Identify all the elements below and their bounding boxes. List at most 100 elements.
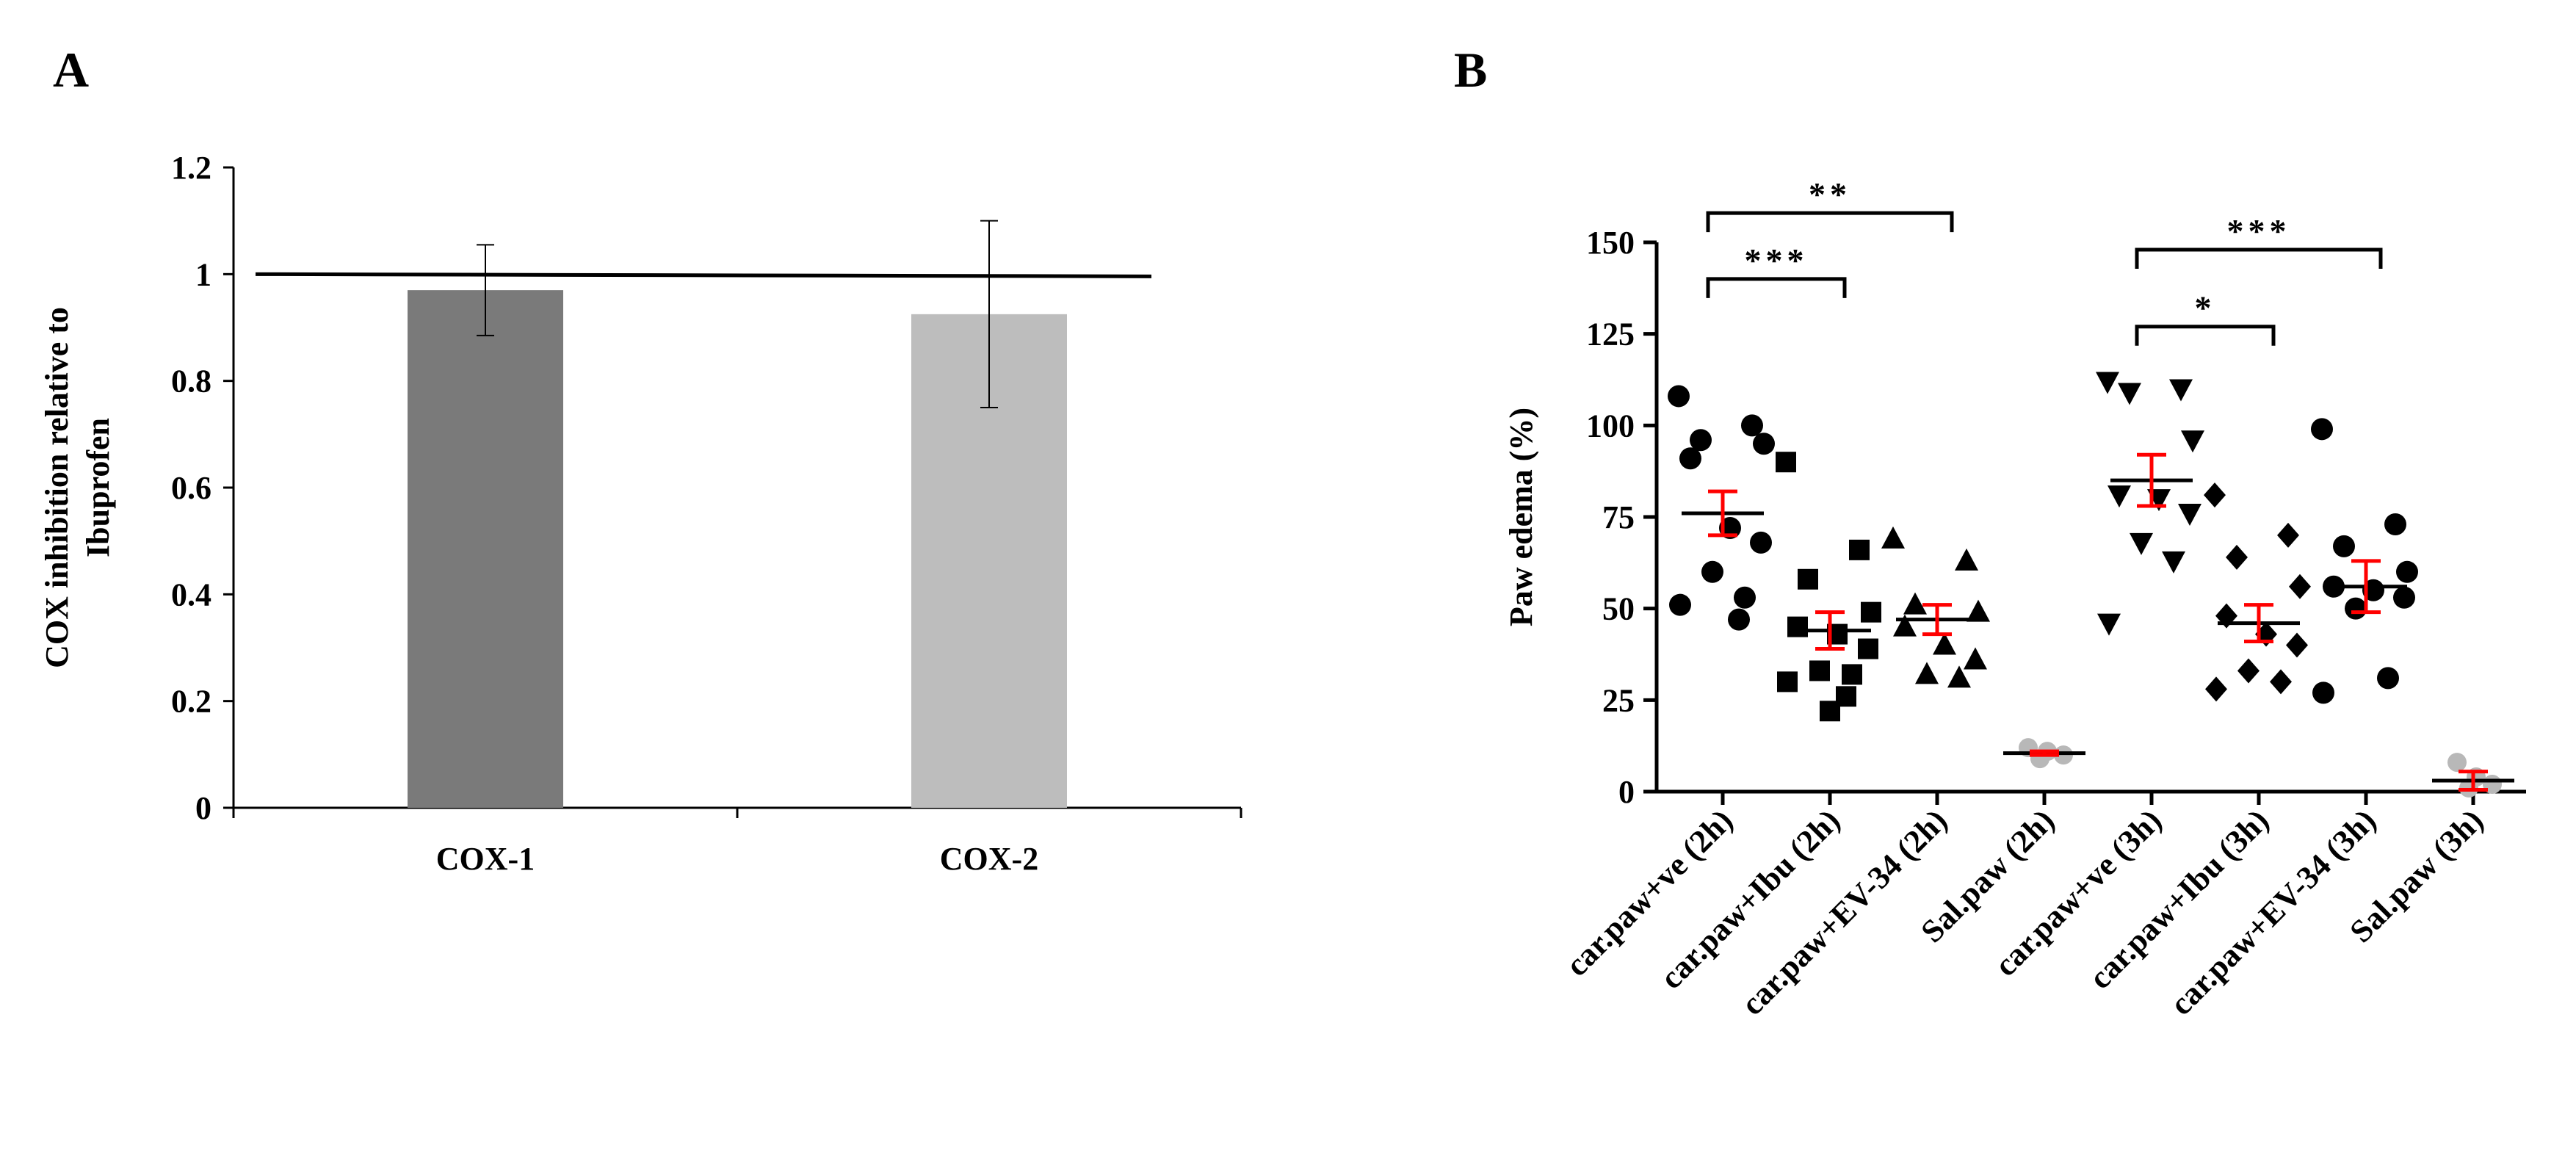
panel-b-y-tick-label: 75 [1602, 499, 1635, 535]
data-point [1690, 429, 1712, 452]
data-point [2226, 544, 2248, 570]
panel-b-y-tick-label: 0 [1618, 774, 1635, 810]
data-point [2377, 667, 2399, 690]
panel-a-y-ticks: 0 0.2 0.4 0.6 0.8 1 1.2 [171, 150, 234, 826]
panel-b-y-tick-label: 150 [1586, 225, 1635, 261]
data-point [1777, 671, 1798, 692]
data-point [1881, 526, 1905, 549]
panel-a-chart: 0 0.2 0.4 0.6 0.8 1 1.2 COX-1 COX-2 COX inhibit… [39, 150, 1242, 877]
significance-bracket [2135, 247, 2383, 269]
panel-a-category-label: COX-1 [436, 841, 535, 877]
data-point [1955, 548, 1978, 571]
data-point [1842, 664, 1862, 685]
panel-b-category-label: car.paw+Ibu (2h) [1653, 802, 1847, 996]
panel-a-y-axis-title-line2: Ibuprofen [80, 418, 116, 557]
significance-label: * [2195, 289, 2216, 327]
data-point [1967, 599, 1990, 622]
data-point [1820, 701, 1840, 722]
panel-a-x-ticks [232, 808, 1242, 818]
significance-label: *** [1745, 242, 1809, 279]
panel-b-y-ticks: 0 25 50 75 100 125 150 [1586, 225, 1657, 810]
panel-a-bars [408, 290, 1067, 809]
data-point [2181, 430, 2204, 453]
data-point [2118, 383, 2141, 405]
data-point [2333, 535, 2355, 557]
panel-a-reference-line [255, 272, 1152, 278]
data-point [1741, 414, 1763, 437]
significance-bracket [2135, 325, 2276, 346]
panel-a-y-tick-label: 0.8 [171, 364, 211, 399]
data-point [2097, 613, 2121, 636]
data-point [1915, 662, 1939, 684]
data-point [1903, 592, 1927, 615]
data-point [2237, 658, 2260, 684]
panel-a-y-tick-label: 1.2 [171, 150, 211, 186]
data-point [1893, 614, 1917, 637]
data-point [2447, 753, 2467, 773]
data-point [2130, 532, 2153, 555]
panel-a-y-tick-label: 0.4 [171, 576, 211, 612]
data-point [2277, 522, 2299, 548]
panel-b-x-ticks [1721, 792, 2475, 805]
data-point [1849, 539, 1870, 560]
panel-b-y-axis-title: Paw edema (%) [1503, 408, 1539, 626]
data-point [2178, 504, 2201, 527]
panel-a-y-tick-label: 0 [195, 790, 211, 826]
data-point [2169, 379, 2193, 402]
data-point [1787, 616, 1808, 637]
panel-a-bar-cox-1 [408, 290, 563, 809]
data-point [2345, 597, 2367, 620]
panel-a-letter: A [53, 42, 89, 98]
data-point [1669, 593, 1691, 616]
significance-bracket [1706, 211, 1954, 233]
panel-b-category-label: car.paw+EV-34 (3h) [2163, 802, 2384, 1022]
data-point [2286, 632, 2308, 658]
data-point [2270, 669, 2292, 695]
data-point [1701, 560, 1723, 583]
panel-a-category-label: COX-2 [940, 841, 1038, 877]
panel-a-y-axis-title-line1: COX inhibition relative to [39, 307, 75, 668]
data-point [2108, 485, 2131, 508]
panel-b-y-tick-label: 50 [1602, 591, 1635, 627]
data-point [1776, 452, 1796, 473]
data-point [2393, 586, 2415, 609]
data-point [2096, 372, 2119, 394]
data-point [1861, 601, 1881, 623]
data-point [2204, 482, 2226, 508]
panel-a-error-bars [477, 220, 998, 408]
panel-b-y-tick-label: 125 [1586, 317, 1635, 352]
data-point [1734, 586, 1756, 609]
panel-b-y-tick-label: 25 [1602, 682, 1635, 718]
panel-b-mean-sem [1682, 452, 2514, 792]
significance-label: *** [2227, 212, 2291, 250]
panel-a-category-labels: COX-1 COX-2 [436, 841, 1038, 877]
data-point [1750, 531, 1772, 554]
data-point [2205, 676, 2227, 702]
panel-b-letter: B [1454, 42, 1487, 98]
panel-b-category-label: car.paw+EV-34 (2h) [1734, 802, 1955, 1022]
significance-label: ** [1809, 176, 1851, 213]
significance-bracket [1706, 277, 1847, 298]
data-point [2311, 418, 2333, 441]
data-point [1798, 568, 1818, 590]
data-point [1679, 447, 1701, 470]
data-point [1933, 632, 1956, 655]
panel-b-category-labels: car.paw+ve (2h)car.paw+Ibu (2h)car.paw+E… [1559, 802, 2491, 1022]
panel-a-y-tick-label: 0.6 [171, 470, 211, 506]
data-point [1668, 385, 1690, 408]
data-point [2162, 551, 2185, 574]
data-point [1809, 660, 1830, 681]
data-point [1728, 608, 1750, 631]
panel-a-y-tick-label: 0.2 [171, 684, 211, 720]
data-point [1858, 638, 1878, 659]
data-point [2396, 560, 2418, 583]
panel-b-significance: ********* [1706, 176, 2383, 346]
data-point [1964, 647, 1987, 670]
data-point [2312, 681, 2334, 704]
panel-b-category-label: car.paw+Ibu (3h) [2082, 802, 2276, 996]
panel-a-y-tick-label: 1 [195, 256, 211, 292]
data-point [2384, 513, 2406, 535]
data-point [1753, 433, 1775, 455]
